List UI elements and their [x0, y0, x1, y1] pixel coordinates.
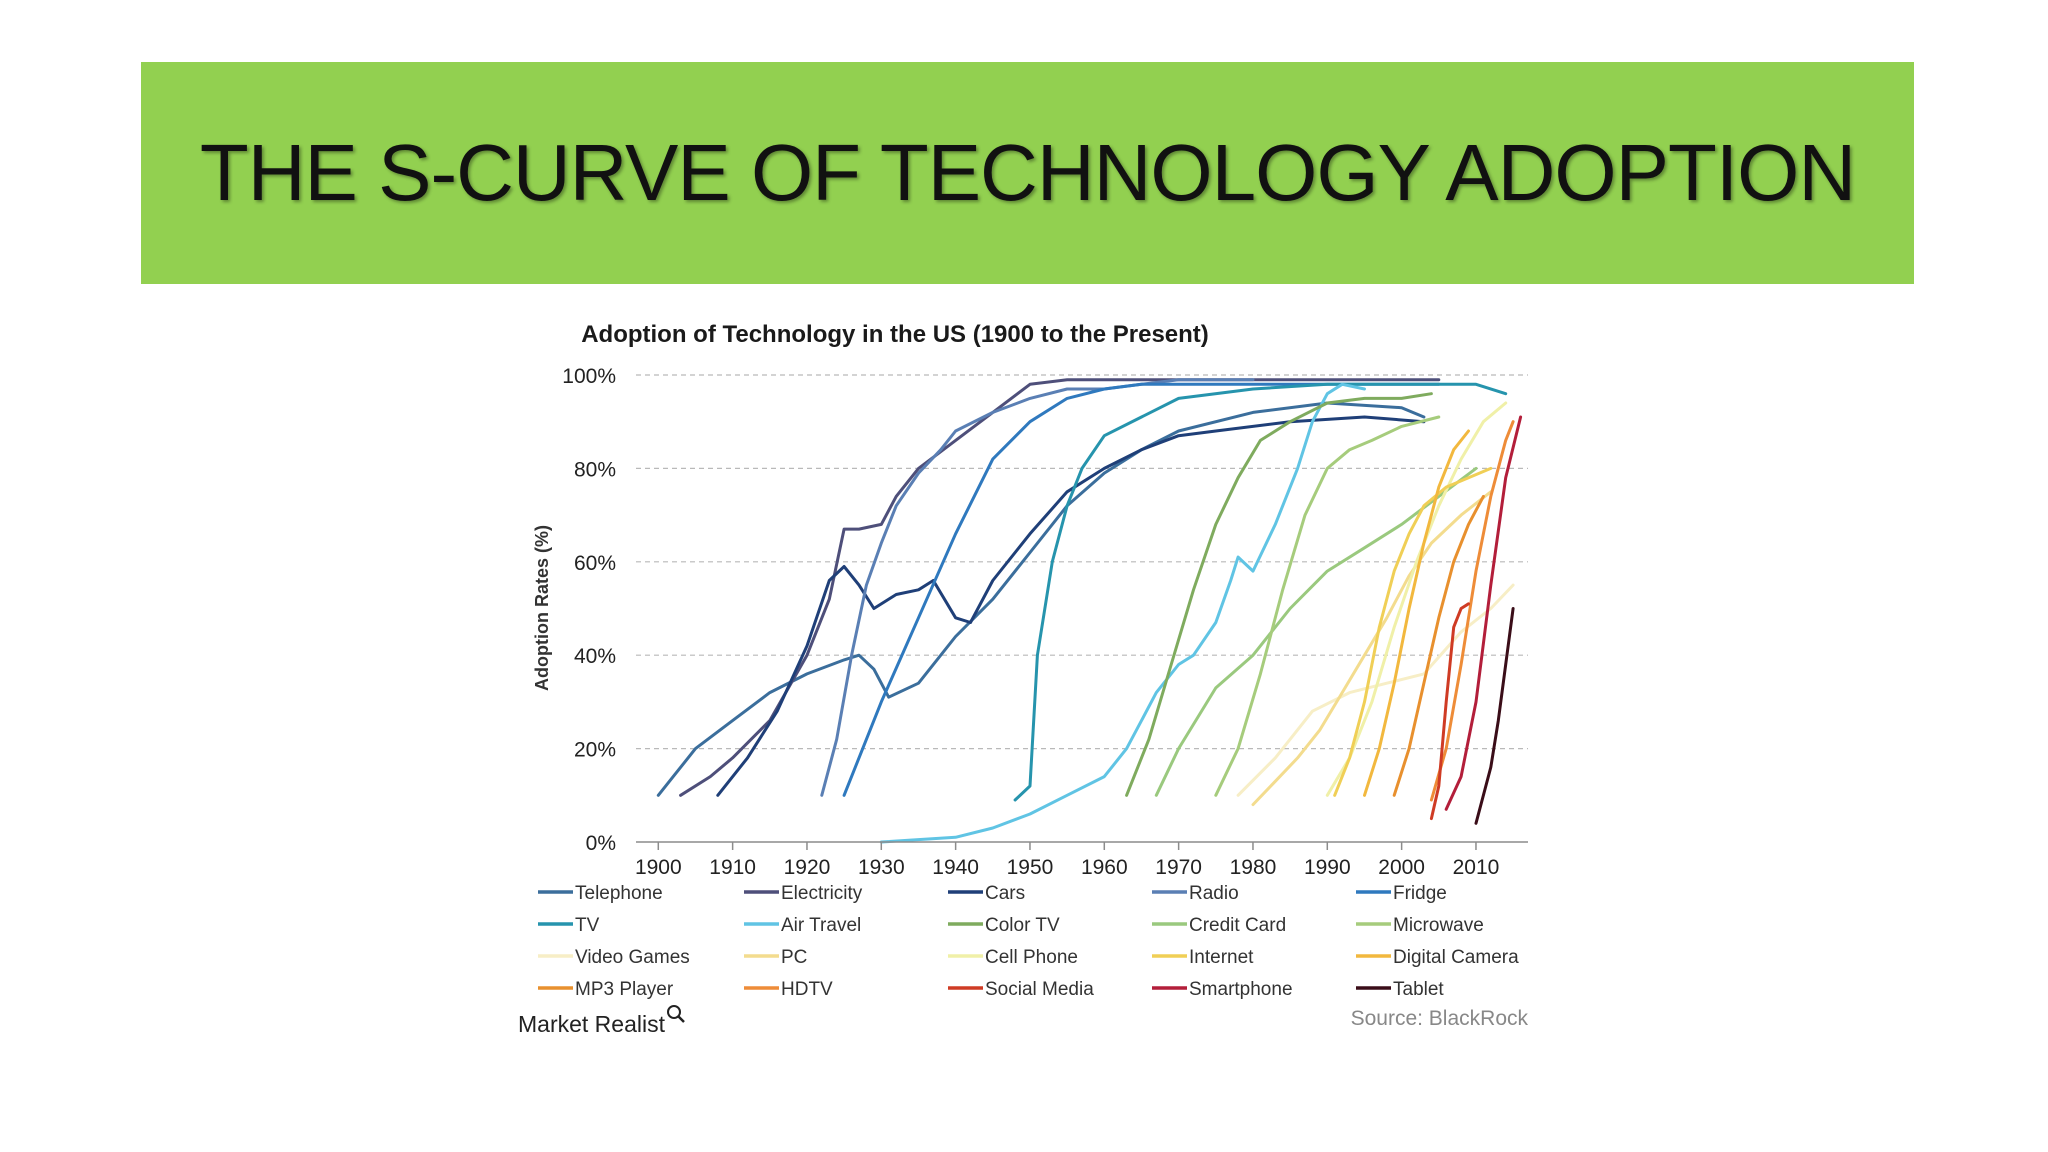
- series-line-mp3-player: [1392, 494, 1485, 797]
- series-line-electricity: [679, 378, 1441, 797]
- legend-label: Electricity: [781, 883, 863, 904]
- legend-item: Telephone: [538, 883, 663, 904]
- legend-item: Tablet: [1356, 979, 1444, 1000]
- x-tick-label: 1950: [1007, 856, 1054, 879]
- legend-item: HDTV: [744, 979, 833, 1000]
- x-tick-label: 1930: [858, 856, 905, 879]
- legend-label: Credit Card: [1189, 915, 1286, 936]
- legend-item: Digital Camera: [1356, 947, 1519, 968]
- x-tick-label: 1900: [635, 856, 682, 879]
- axes: 0% 20% 40% 60% 80% 100% 1900 1910 1920 1930 1940 19…: [562, 365, 1528, 879]
- legend-label: Fridge: [1393, 883, 1447, 904]
- legend-item: MP3 Player: [538, 979, 674, 1000]
- legend-label: Smartphone: [1189, 979, 1293, 1000]
- series-line-video-games: [1236, 583, 1515, 797]
- legend-item: Video Games: [538, 947, 690, 968]
- source-label: Source: BlackRock: [1351, 1007, 1529, 1030]
- series-line-social-media: [1429, 602, 1470, 821]
- x-tick-label: 1990: [1304, 856, 1351, 879]
- title-banner: THE S-CURVE OF TECHNOLOGY ADOPTION: [141, 62, 1914, 284]
- series-lines: [656, 378, 1523, 844]
- legend-label: Internet: [1189, 947, 1254, 968]
- legend-label: Cars: [985, 883, 1025, 904]
- legend-item: Cell Phone: [948, 947, 1078, 968]
- series-line-color-tv: [1125, 392, 1433, 797]
- legend-label: Tablet: [1393, 979, 1444, 1000]
- legend-label: Color TV: [985, 915, 1060, 936]
- legend-item: PC: [744, 947, 807, 968]
- legend-label: Social Media: [985, 979, 1094, 1000]
- brand-label: Market Realist: [518, 1011, 666, 1037]
- legend-item: Color TV: [948, 915, 1060, 936]
- y-tick-label: 100%: [562, 365, 616, 388]
- x-tick-label: 2010: [1453, 856, 1500, 879]
- legend-item: Radio: [1152, 883, 1239, 904]
- x-tick-label: 1920: [784, 856, 831, 879]
- series-line-cars: [716, 415, 1426, 797]
- legend: Telephone Electricity Cars Radio Fridge TV Air…: [538, 883, 1519, 1000]
- legend-label: Cell Phone: [985, 947, 1078, 968]
- x-tick-label: 1970: [1155, 856, 1202, 879]
- legend-item: Credit Card: [1152, 915, 1286, 936]
- series-line-credit-card: [1154, 466, 1478, 797]
- legend-item: Microwave: [1356, 915, 1484, 936]
- legend-label: MP3 Player: [575, 979, 674, 1000]
- legend-label: TV: [575, 915, 600, 936]
- legend-item: Social Media: [948, 979, 1094, 1000]
- legend-item: Smartphone: [1152, 979, 1293, 1000]
- series-line-tablet: [1474, 607, 1515, 825]
- series-line-smartphone: [1444, 415, 1523, 811]
- legend-item: Air Travel: [744, 915, 861, 936]
- legend-item: Internet: [1152, 947, 1254, 968]
- series-line-cell-phone: [1325, 401, 1508, 797]
- y-tick-label: 0%: [586, 832, 616, 855]
- legend-label: Digital Camera: [1393, 947, 1519, 968]
- legend-item: Fridge: [1356, 883, 1447, 904]
- y-tick-label: 20%: [574, 739, 616, 762]
- series-line-hdtv: [1429, 420, 1515, 802]
- legend-item: TV: [538, 915, 600, 936]
- y-tick-label: 40%: [574, 645, 616, 668]
- series-line-pc: [1251, 490, 1493, 807]
- series-line-microwave: [1214, 415, 1441, 797]
- chart-title: Adoption of Technology in the US (1900 t…: [581, 321, 1209, 348]
- series-line-fridge: [842, 382, 1441, 797]
- legend-item: Electricity: [744, 883, 863, 904]
- magnifier-icon: [667, 1005, 685, 1023]
- y-tick-label: 80%: [574, 458, 616, 481]
- legend-item: Cars: [948, 883, 1025, 904]
- legend-label: Radio: [1189, 883, 1239, 904]
- series-line-digital-camera: [1363, 429, 1470, 797]
- x-tick-label: 1940: [932, 856, 979, 879]
- series-line-air-travel: [879, 382, 1366, 844]
- y-tick-label: 60%: [574, 552, 616, 575]
- x-tick-label: 2000: [1378, 856, 1425, 879]
- slide-title: THE S-CURVE OF TECHNOLOGY ADOPTION: [199, 128, 1856, 217]
- legend-label: PC: [781, 947, 807, 968]
- series-line-internet: [1333, 466, 1493, 797]
- legend-label: Video Games: [575, 947, 690, 968]
- legend-label: Air Travel: [781, 915, 861, 936]
- y-axis-label: Adoption Rates (%): [532, 525, 552, 691]
- x-tick-label: 1980: [1230, 856, 1277, 879]
- x-tick-label: 1910: [709, 856, 756, 879]
- series-line-telephone: [656, 401, 1426, 797]
- legend-label: Telephone: [575, 883, 663, 904]
- series-line-tv: [1013, 382, 1508, 802]
- legend-label: HDTV: [781, 979, 833, 1000]
- x-tick-label: 1960: [1081, 856, 1128, 879]
- legend-label: Microwave: [1393, 915, 1484, 936]
